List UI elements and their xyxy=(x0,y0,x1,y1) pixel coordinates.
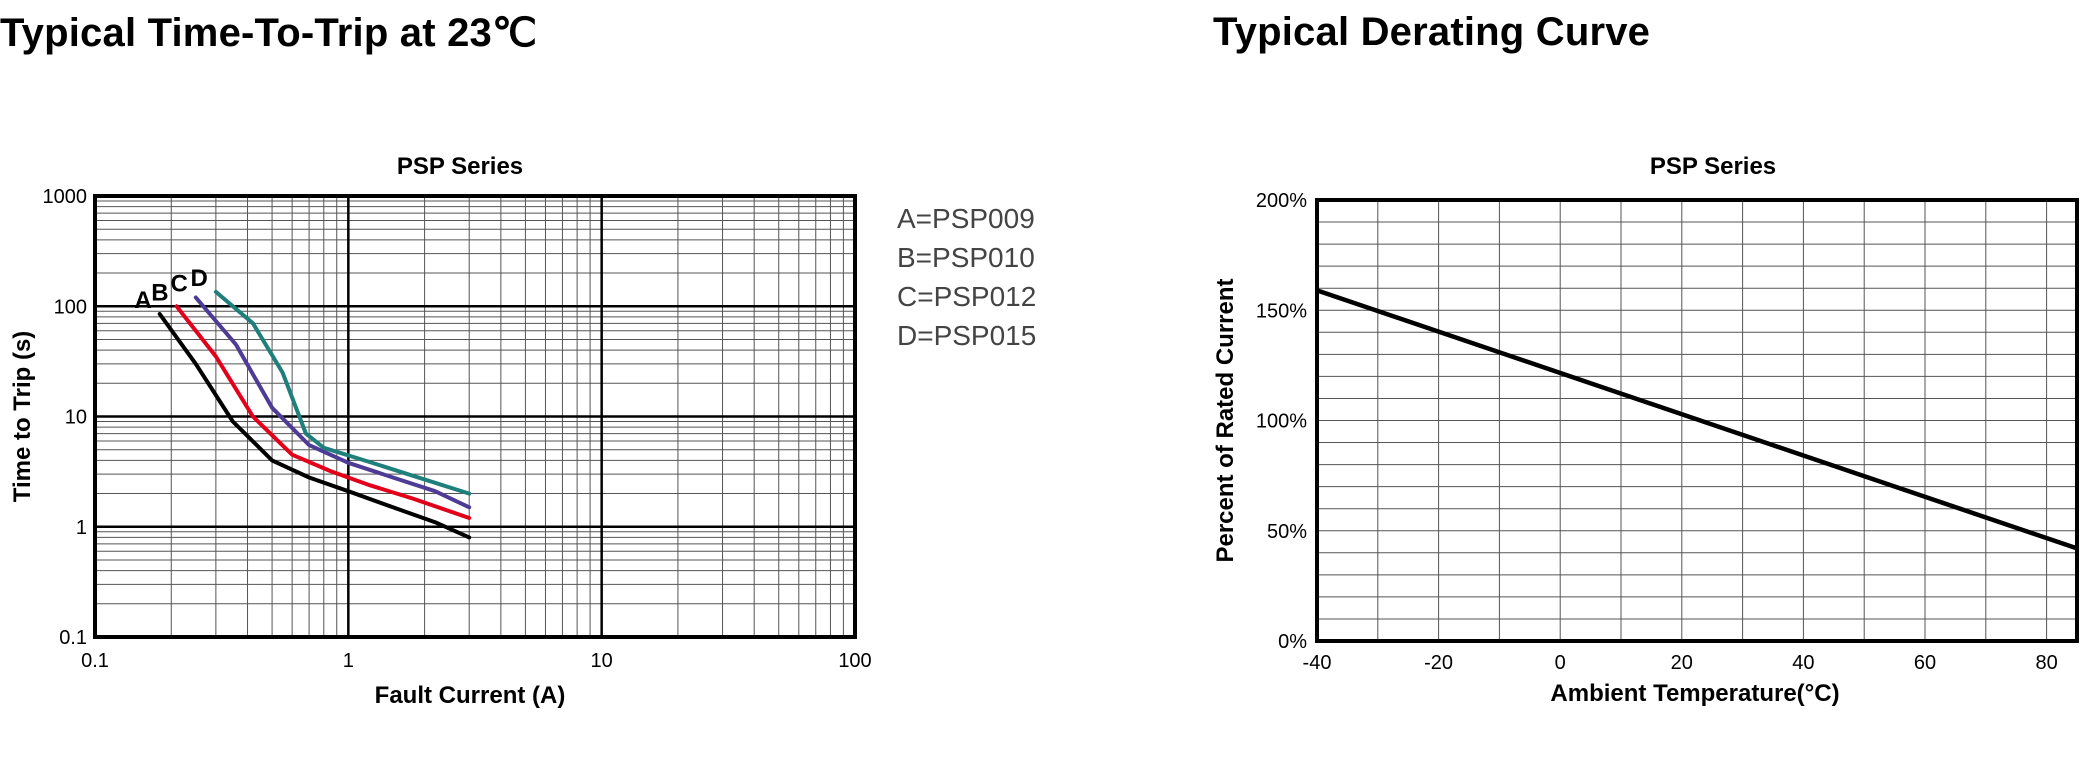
x-tick-label: -40 xyxy=(1303,652,1332,674)
curve-label-b: B xyxy=(151,279,168,306)
y-tick-label: 1 xyxy=(76,517,87,539)
y-axis-label: Time to Trip (s) xyxy=(9,331,36,503)
x-tick-label: -20 xyxy=(1424,652,1453,674)
legend-entry: D=PSP015 xyxy=(897,320,1036,351)
legend-entry: C=PSP012 xyxy=(897,281,1036,312)
x-axis-label: Fault Current (A) xyxy=(375,682,566,709)
x-tick-label: 0.1 xyxy=(81,650,109,672)
series-line-a xyxy=(157,312,472,540)
curve-label-c: C xyxy=(170,271,187,298)
legend-entry: B=PSP010 xyxy=(897,242,1035,273)
x-tick-label: 60 xyxy=(1914,652,1936,674)
y-tick-label: 200% xyxy=(1256,190,1307,212)
derating-chart: -40 -20 0 20 40 60 80 200% 150% 100% 50% 0% PSP Seri… xyxy=(1212,153,2079,707)
series-line-c xyxy=(193,295,472,510)
plot-frame xyxy=(93,194,857,639)
curve-label-a: A xyxy=(134,287,151,314)
curve-label-d: D xyxy=(191,265,208,292)
x-tick-label: 20 xyxy=(1671,652,1693,674)
y-tick-label: 100 xyxy=(54,296,87,318)
x-axis-label: Ambient Temperature(°C) xyxy=(1550,680,1839,707)
series-line-d xyxy=(213,289,472,496)
x-tick-label: 80 xyxy=(2035,652,2057,674)
y-axis-label: Percent of Rated Current xyxy=(1212,278,1239,562)
x-tick-label: 0 xyxy=(1555,652,1566,674)
x-tick-label: 100 xyxy=(838,650,871,672)
derating-section-title: Typical Derating Curve xyxy=(1213,10,1651,54)
y-tick-label: 150% xyxy=(1256,300,1307,322)
y-tick-label: 0% xyxy=(1278,631,1307,653)
chart-title: PSP Series xyxy=(397,153,523,180)
y-tick-label: 0.1 xyxy=(59,627,87,649)
legend-entry: A=PSP009 xyxy=(897,203,1035,234)
y-tick-label: 10 xyxy=(65,407,87,429)
x-tick-label: 1 xyxy=(343,650,354,672)
y-tick-label: 100% xyxy=(1256,411,1307,433)
x-tick-label: 40 xyxy=(1792,652,1814,674)
time-to-trip-section-title: Typical Time-To-Trip at 23℃ xyxy=(0,11,538,55)
plot-frame xyxy=(1315,198,2079,643)
time-to-trip-chart: 0.1 1 10 100 1000 100 10 1 0.1 PSP Series Fault Cu… xyxy=(9,153,1036,709)
y-tick-label: 50% xyxy=(1267,521,1307,543)
series-line-b xyxy=(174,304,472,520)
chart-title: PSP Series xyxy=(1650,153,1776,180)
x-tick-label: 10 xyxy=(591,650,613,672)
y-tick-label: 1000 xyxy=(43,186,88,208)
derating-line xyxy=(1316,288,2078,551)
